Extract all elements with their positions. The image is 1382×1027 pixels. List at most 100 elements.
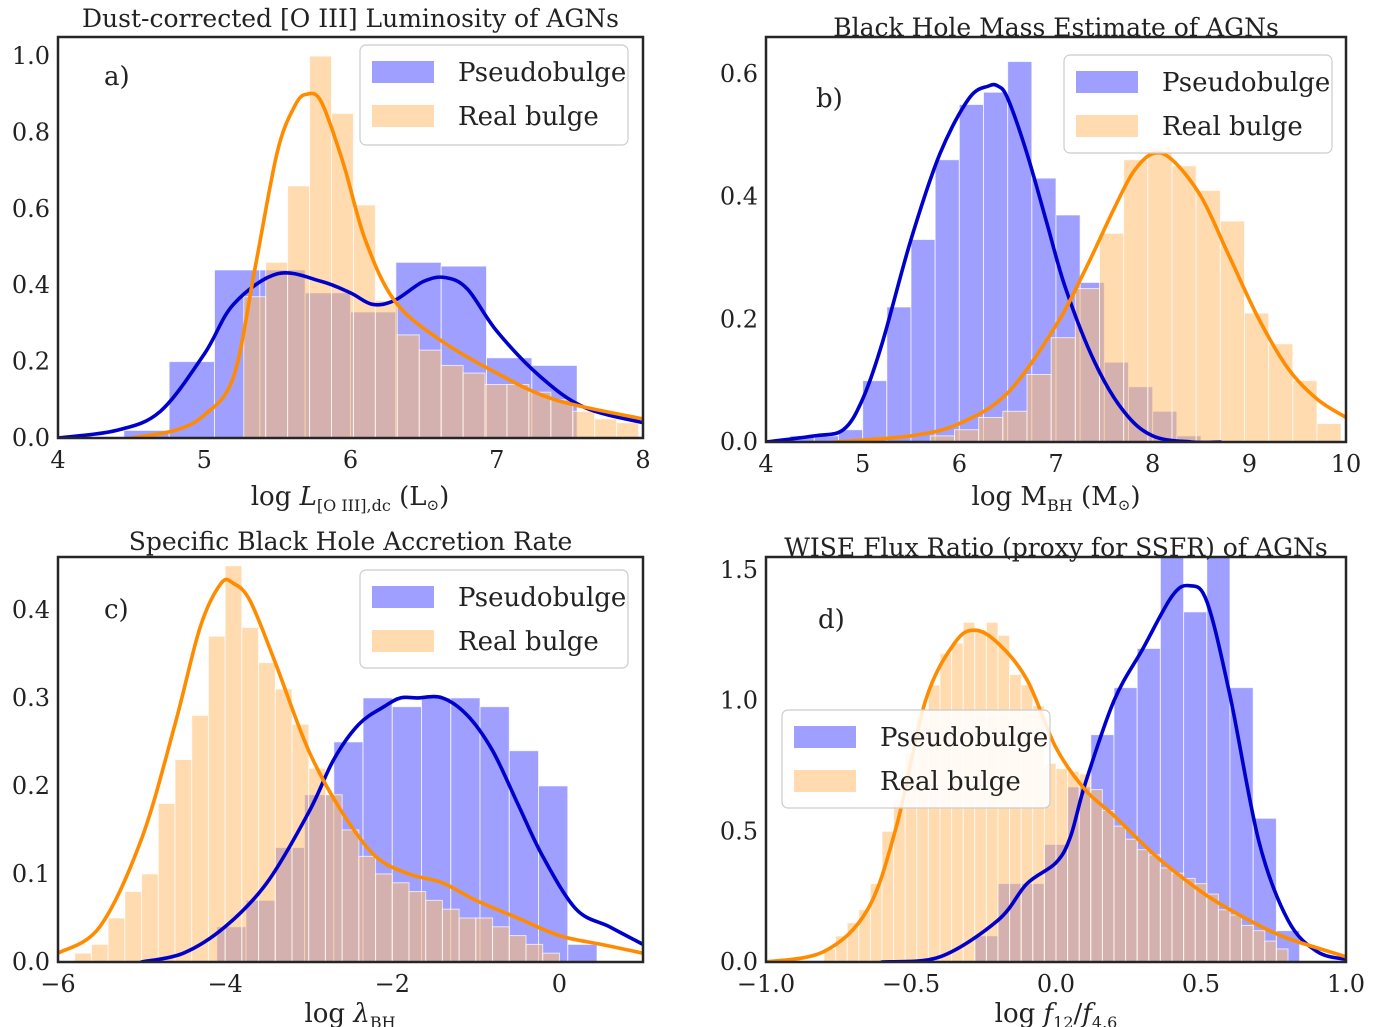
plot-area [58,565,643,962]
hist-bar [1090,789,1103,962]
hist-bar [1055,768,1069,962]
hist-bar [74,952,92,962]
panel-letter: b) [816,84,843,114]
hist-bar [886,306,912,442]
x-label-unit-open: (L [391,482,427,512]
axes-frame [764,35,1348,444]
hist-bar [1229,914,1243,962]
legend-label: Real bulge [880,767,1021,797]
hist-bar [508,750,540,962]
panel-letter: c) [104,595,129,625]
legend-swatch-real-bulge [1076,115,1138,137]
y-tick-label: 1.0 [720,687,758,715]
x-tick-label: 5 [855,450,870,478]
hist-bar [983,91,1009,442]
x-tick-label: 6 [343,446,358,474]
x-axis-label: log f12/f4.6 [995,999,1118,1027]
hist-bar [1147,146,1173,442]
hist-bar [484,384,508,438]
hist-bar [425,899,443,962]
hist-bar [374,300,398,438]
kde-pseudobulge [880,583,1346,962]
hist-bar [396,334,420,438]
y-tick-label: 0.0 [12,948,50,976]
y-tick-label: 0.1 [12,860,50,888]
hist-bar [508,935,527,962]
hist-bar [1148,854,1161,962]
y-tick-label: 0.2 [720,305,758,333]
x-tick-label: 7 [1048,450,1063,478]
legend-swatch-pseudobulge [372,586,434,608]
hist-bar [550,399,574,438]
hist-bar [594,418,618,438]
y-tick-label: 0.4 [720,183,758,211]
hist-bar [408,891,427,962]
kde-pseudobulge [139,694,643,962]
hist-bar [291,723,310,962]
chart-title: WISE Flux Ratio (proxy for SSFR) of AGNs [784,533,1328,562]
hist-bar [440,364,464,438]
hist-bar [1171,165,1197,442]
legend-swatch-real-bulge [794,770,856,792]
hist-bar [1241,924,1254,962]
y-tick-label: 0.6 [12,195,50,223]
legend-swatch-real-bulge [372,630,434,652]
x-tick-label: 10 [1331,450,1362,478]
hist-bar [525,943,544,962]
x-tick-label: −2 [375,970,410,998]
panel-a: 4 5 6 7 8 0.0 0.2 0.4 0.6 0.8 1.0 Dust-corrected [O… [12,4,651,515]
x-tick-label: 8 [635,446,650,474]
hist-bar [1183,877,1196,962]
hist-bar [157,803,176,962]
hist-bar [375,873,393,962]
hist-bar [1050,337,1076,442]
legend-label: Pseudobulge [458,58,626,88]
panel-b: 4 5 6 7 8 9 10 0.0 0.2 0.4 0.6 Black Hole Mass Esti… [720,13,1361,515]
x-axis-label: log L[O III],dc (L⊙) [251,482,450,515]
y-tick-label: 0.2 [12,348,50,376]
panel-letter: d) [818,605,845,635]
hist-bar [1219,220,1246,442]
x-label-subscript: 12 [1053,1013,1073,1027]
x-label-unit-open: (M [1073,482,1118,512]
legend-swatch-pseudobulge [372,61,434,83]
chart-title: Specific Black Hole Accretion Rate [129,527,573,556]
hist-bar [124,891,143,962]
kde-real-bulge [58,577,643,955]
x-label-unit-close: ) [439,482,449,512]
y-tick-label: 0.6 [720,60,758,88]
chart-title: Black Hole Mass Estimate of AGNs [833,13,1279,42]
legend-label: Pseudobulge [458,583,626,613]
hist-bar [1123,159,1149,442]
hist-bar [462,372,486,438]
legend: Pseudobulge Real bulge [781,709,1051,809]
hist-bar [107,917,126,962]
legend-swatch-real-bulge [372,105,434,127]
hist-bar [506,384,530,438]
x-tick-label: 1.0 [1327,970,1365,998]
hist-bar [324,794,343,962]
hist-bar [174,759,193,962]
hist-bar [90,943,109,962]
legend-label: Real bulge [1162,112,1303,142]
kde-real-bulge [129,91,643,438]
y-tick-label: 0.4 [12,271,50,299]
y-tick-label: 0.0 [12,424,50,452]
x-label-subscript: BH [1047,496,1073,515]
legend-swatch-pseudobulge [1076,71,1138,93]
kde-real-bulge [766,628,1346,962]
x-tick-label: 8 [1145,450,1160,478]
hist-bar [1125,838,1138,962]
x-tick-label: −4 [207,970,242,998]
y-tick-label: 0.3 [12,684,50,712]
chart-title: Dust-corrected [O III] Luminosity of AGN… [82,4,619,33]
plot-area [58,55,643,438]
hist-bar [978,416,1004,442]
hist-bar [1099,232,1125,442]
hist-bar [567,943,598,962]
hist-bar [1206,893,1219,962]
hist-bar [358,855,377,962]
hist-bar [1217,909,1231,962]
x-label-prefix: log [995,999,1044,1027]
